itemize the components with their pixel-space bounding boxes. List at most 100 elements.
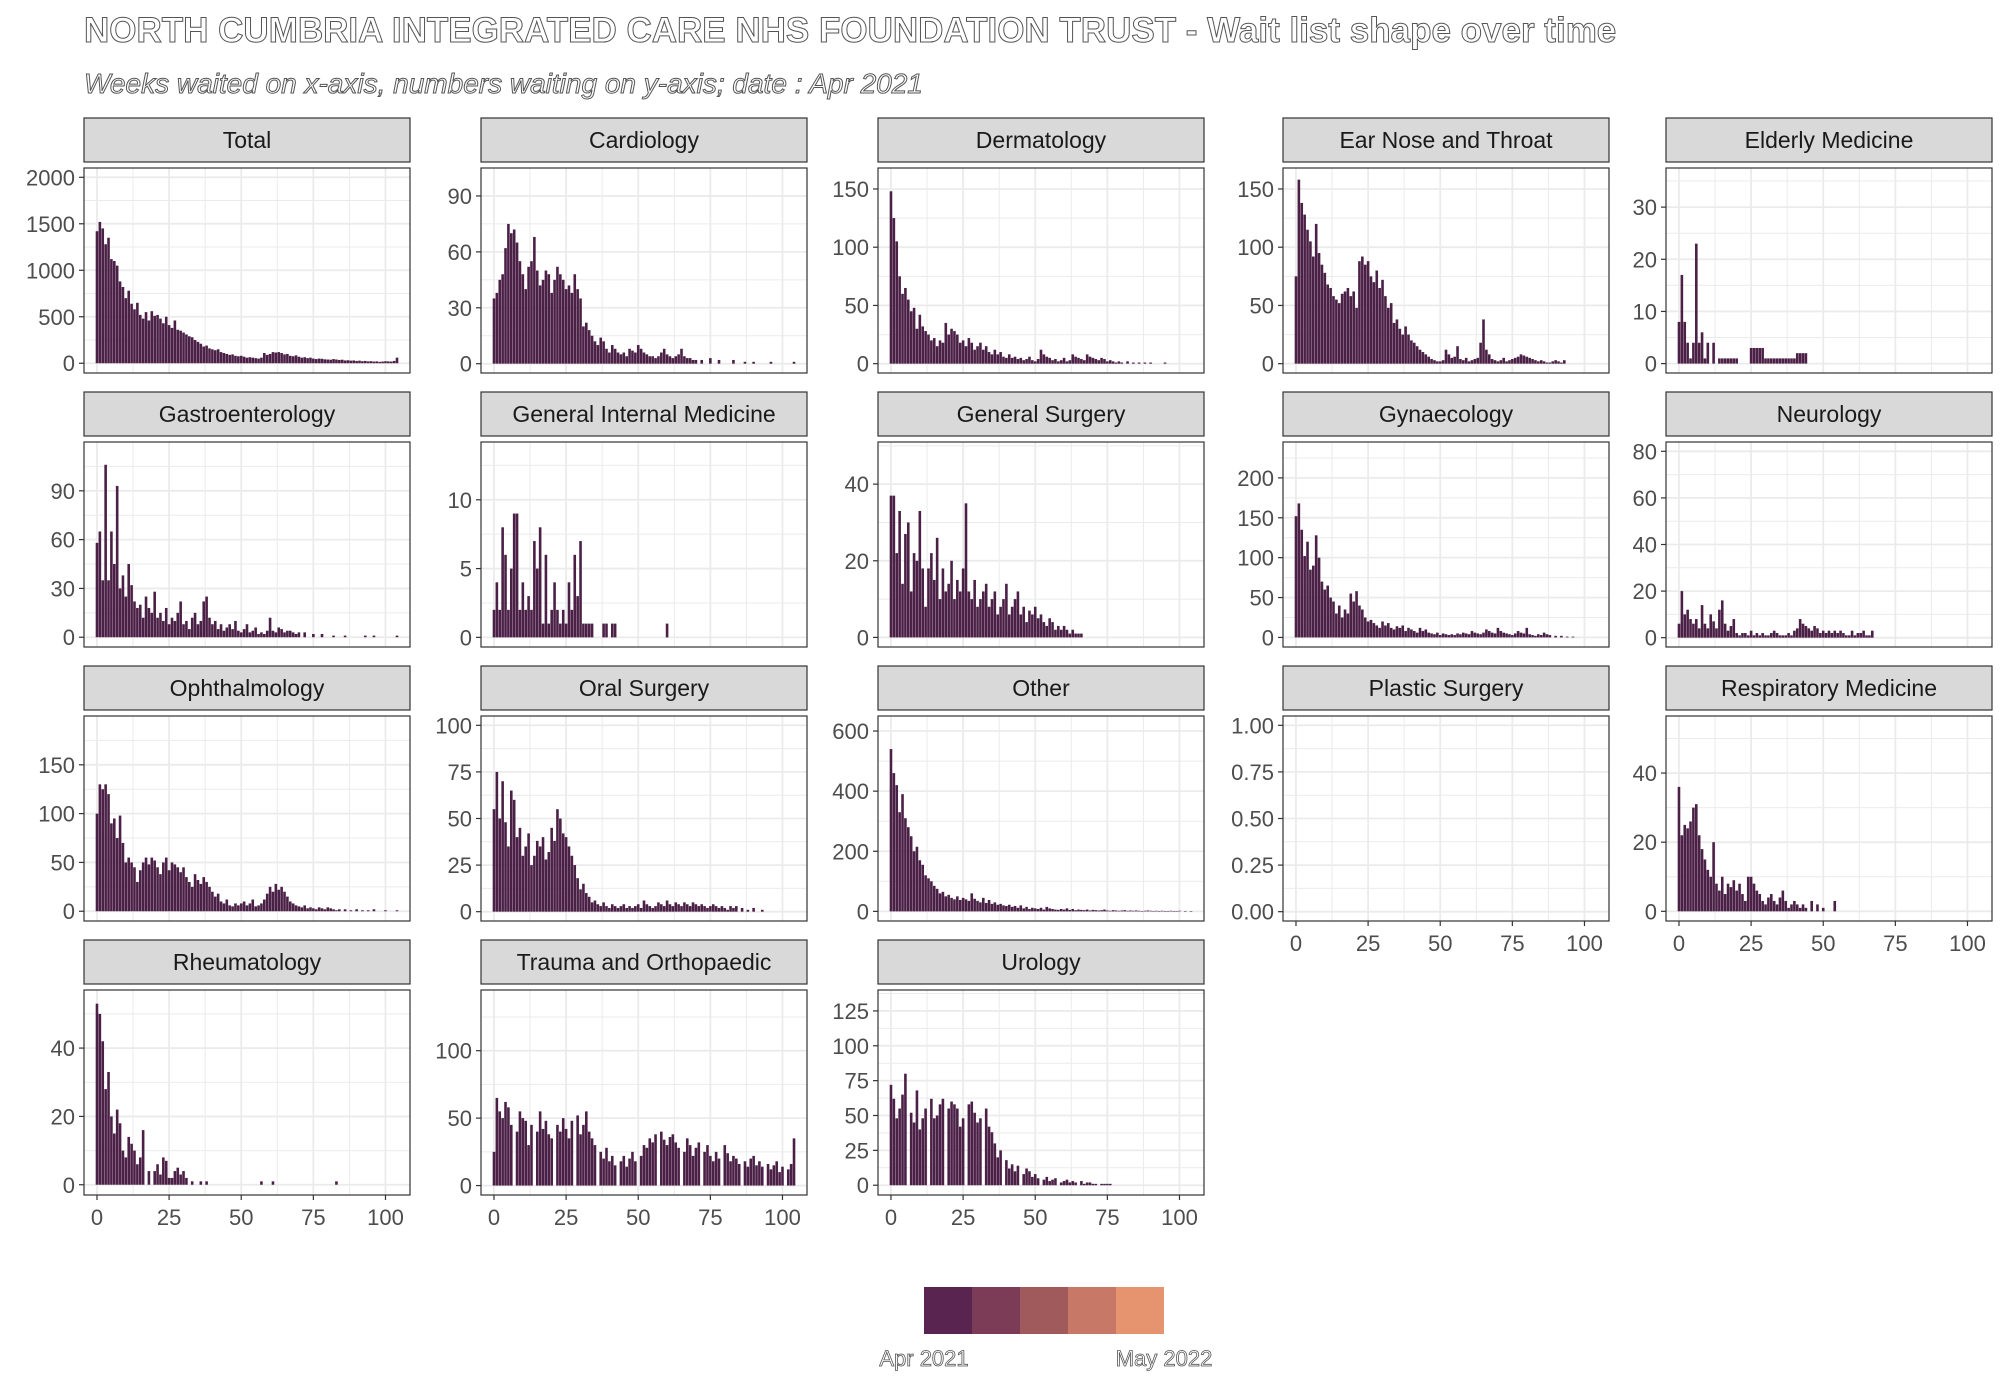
bar	[1427, 356, 1430, 364]
bar	[153, 591, 156, 638]
bar	[361, 910, 364, 912]
bar	[1062, 625, 1066, 638]
bar	[332, 909, 335, 912]
bar	[1758, 347, 1762, 364]
bar	[740, 907, 744, 912]
bar	[1453, 356, 1456, 364]
bar	[717, 1158, 721, 1186]
bar	[518, 609, 522, 638]
bar	[901, 583, 904, 638]
bar	[286, 896, 289, 912]
bar	[535, 270, 539, 364]
bar	[706, 1145, 709, 1186]
facet-label: Respiratory Medicine	[1721, 675, 1937, 701]
x-tick-label: 50	[1811, 931, 1835, 956]
bar	[1323, 272, 1327, 364]
bar	[1120, 362, 1124, 364]
bar	[1427, 632, 1430, 638]
bar	[1320, 581, 1324, 638]
panel-background	[1283, 442, 1609, 647]
bar	[717, 359, 721, 364]
bar	[984, 902, 988, 912]
bar	[294, 633, 298, 638]
bar	[703, 1151, 706, 1186]
bar	[915, 846, 919, 912]
facet-label: Ear Nose and Throat	[1339, 127, 1553, 153]
bar	[205, 345, 208, 364]
bar	[938, 893, 942, 912]
bar	[616, 352, 620, 364]
bar	[1729, 887, 1733, 912]
bar	[553, 582, 556, 638]
bar	[1025, 906, 1028, 912]
bar	[1013, 599, 1017, 638]
facet-label: Rheumatology	[173, 949, 322, 975]
bar	[665, 900, 669, 912]
bar	[98, 531, 102, 638]
bar	[570, 292, 574, 364]
bar	[1744, 900, 1747, 912]
bar	[1054, 909, 1057, 912]
bar	[1412, 631, 1416, 638]
bar	[182, 624, 185, 638]
bar	[1103, 909, 1106, 912]
bar	[498, 818, 502, 912]
bar	[150, 612, 154, 638]
bar	[179, 872, 182, 912]
bar	[533, 541, 536, 638]
bar	[1025, 359, 1028, 364]
bar	[1404, 631, 1407, 638]
bar	[112, 260, 116, 364]
bar	[726, 909, 729, 912]
bar	[164, 316, 168, 364]
bar	[613, 906, 617, 912]
bar	[990, 354, 994, 364]
bar	[378, 361, 382, 364]
bar	[326, 359, 330, 364]
bar	[1485, 629, 1488, 638]
bar	[1300, 529, 1304, 638]
bar	[889, 1084, 893, 1186]
bar	[205, 881, 208, 912]
bar	[1401, 334, 1405, 364]
bar	[1709, 876, 1713, 912]
bar	[387, 361, 390, 364]
bar	[559, 818, 562, 912]
bar	[283, 891, 286, 912]
bar	[1085, 354, 1089, 364]
bar	[541, 837, 545, 912]
bar	[369, 361, 373, 364]
bar	[239, 632, 243, 638]
bar	[674, 902, 678, 912]
bar	[1680, 274, 1684, 364]
y-tick-label: 0	[857, 899, 869, 924]
bar	[918, 1129, 922, 1186]
bar	[613, 623, 617, 638]
bar	[216, 629, 220, 638]
bar	[547, 274, 551, 364]
bar	[124, 1157, 128, 1185]
y-tick-label: 0.25	[1231, 853, 1274, 878]
bar	[639, 348, 643, 364]
panel-oral-surgery: Oral Surgery 0 25 50 75 100	[435, 665, 808, 925]
bar	[271, 891, 275, 912]
bar	[1031, 614, 1034, 638]
bar	[723, 1145, 727, 1186]
bar	[312, 358, 315, 364]
bar	[1692, 807, 1695, 912]
bar	[921, 568, 925, 638]
bar	[176, 1167, 180, 1185]
bar	[196, 341, 200, 364]
bar	[530, 609, 533, 638]
bar	[271, 630, 275, 638]
bar	[1340, 293, 1344, 364]
y-tick-label: 0	[1645, 899, 1657, 924]
bar	[320, 908, 324, 912]
bar	[1447, 635, 1451, 638]
bar	[1720, 600, 1724, 638]
bar	[564, 1128, 568, 1186]
bar	[237, 905, 240, 912]
bar	[1557, 361, 1560, 364]
bar	[999, 352, 1002, 364]
bar	[1007, 1168, 1011, 1186]
